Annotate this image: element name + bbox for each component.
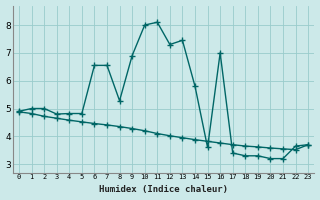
X-axis label: Humidex (Indice chaleur): Humidex (Indice chaleur): [99, 185, 228, 194]
